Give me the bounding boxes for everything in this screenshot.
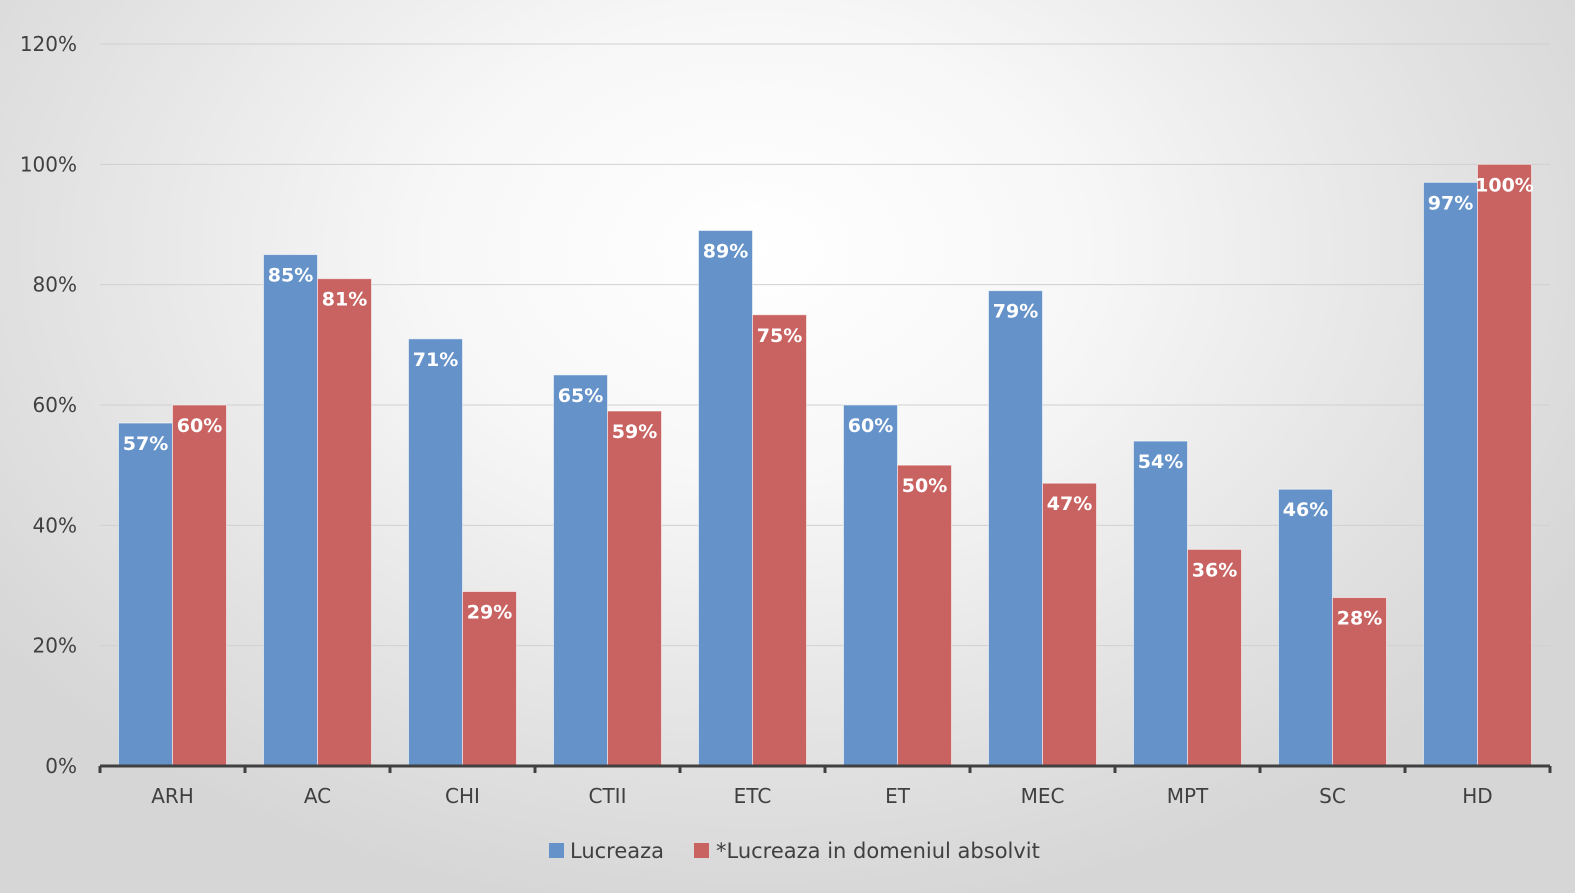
legend-label-lucreaza: Lucreaza <box>570 839 664 863</box>
data-label: 71% <box>413 349 458 371</box>
y-tick-label: 60% <box>33 393 77 417</box>
bar-lucreaza-ac <box>264 255 318 766</box>
y-tick-label: 120% <box>20 32 77 56</box>
y-tick-label: 80% <box>33 273 77 297</box>
y-tick-label: 20% <box>33 634 77 658</box>
bar-lucreaza-ctii <box>554 375 608 766</box>
bar-lucreaza-in-domeniul-absolvit-etc <box>753 315 807 766</box>
bar-lucreaza-in-domeniul-absolvit-arh <box>173 405 227 766</box>
bar-lucreaza-mec <box>989 291 1043 766</box>
data-label: 50% <box>902 475 947 497</box>
data-label: 81% <box>322 289 367 311</box>
data-label: 29% <box>467 602 512 624</box>
data-label: 60% <box>848 415 893 437</box>
bar-lucreaza-in-domeniul-absolvit-hd <box>1478 164 1532 766</box>
data-label: 59% <box>612 421 657 443</box>
data-label: 47% <box>1047 493 1092 515</box>
bar-lucreaza-in-domeniul-absolvit-ctii <box>608 411 662 766</box>
x-tick-label: ET <box>885 784 911 808</box>
bar-lucreaza-hd <box>1424 182 1478 766</box>
x-tick-label: CHI <box>445 784 480 808</box>
x-tick-label: HD <box>1462 784 1492 808</box>
legend: Lucreaza *Lucreaza in domeniul absolvit <box>549 839 1040 863</box>
data-label: 89% <box>703 241 748 263</box>
data-label: 54% <box>1138 451 1183 473</box>
bar-lucreaza-in-domeniul-absolvit-et <box>898 465 952 766</box>
legend-swatch-lucreaza <box>549 843 564 858</box>
data-label: 65% <box>558 385 603 407</box>
legend-swatch-lucreaza-in-domeniul-absolvit <box>694 843 709 858</box>
data-label: 97% <box>1428 192 1473 214</box>
x-tick-label: MEC <box>1021 784 1065 808</box>
bar-lucreaza-in-domeniul-absolvit-ac <box>318 279 372 766</box>
bar-lucreaza-sc <box>1279 489 1333 766</box>
data-label: 46% <box>1283 499 1328 521</box>
data-label: 57% <box>123 433 168 455</box>
bar-lucreaza-in-domeniul-absolvit-mec <box>1043 483 1097 766</box>
bar-lucreaza-mpt <box>1134 441 1188 766</box>
x-tick-label: MPT <box>1167 784 1209 808</box>
bar-lucreaza-in-domeniul-absolvit-mpt <box>1188 549 1242 766</box>
data-label: 100% <box>1475 174 1534 196</box>
data-label: 75% <box>757 325 802 347</box>
x-tick-label: CTII <box>589 784 627 808</box>
bar-lucreaza-et <box>844 405 898 766</box>
y-axis: 0% 20% 40% 60% 80% 100% 120% <box>20 32 77 778</box>
data-label: 60% <box>177 415 222 437</box>
x-tick-label: ARH <box>151 784 194 808</box>
bars <box>119 164 1532 766</box>
y-tick-label: 40% <box>33 513 77 537</box>
data-label: 36% <box>1192 559 1237 581</box>
x-tick-label: ETC <box>734 784 772 808</box>
data-label: 85% <box>268 265 313 287</box>
legend-label-lucreaza-in-domeniul-absolvit: *Lucreaza in domeniul absolvit <box>716 839 1040 863</box>
bar-lucreaza-arh <box>119 423 173 766</box>
data-label: 28% <box>1337 608 1382 630</box>
y-tick-label: 100% <box>20 152 77 176</box>
x-axis: ARH AC CHI CTII ETC ET MEC MPT SC HD <box>100 766 1550 808</box>
y-tick-label: 0% <box>45 754 77 778</box>
bar-lucreaza-etc <box>699 231 753 766</box>
x-tick-label: AC <box>304 784 331 808</box>
bar-lucreaza-chi <box>409 339 463 766</box>
x-tick-label: SC <box>1319 784 1346 808</box>
data-label: 79% <box>993 301 1038 323</box>
